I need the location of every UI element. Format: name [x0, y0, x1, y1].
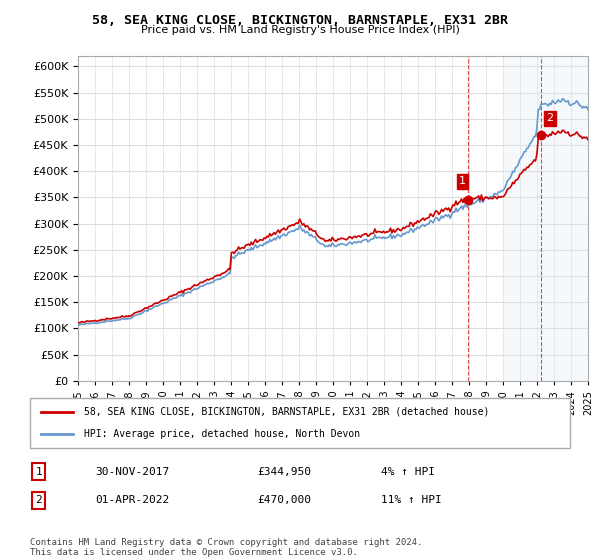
Text: 58, SEA KING CLOSE, BICKINGTON, BARNSTAPLE, EX31 2BR (detached house): 58, SEA KING CLOSE, BICKINGTON, BARNSTAP… [84, 407, 490, 417]
Text: 1: 1 [35, 466, 42, 477]
Text: 30-NOV-2017: 30-NOV-2017 [95, 466, 169, 477]
Text: Price paid vs. HM Land Registry's House Price Index (HPI): Price paid vs. HM Land Registry's House … [140, 25, 460, 35]
Text: 11% ↑ HPI: 11% ↑ HPI [381, 495, 442, 505]
Text: Contains HM Land Registry data © Crown copyright and database right 2024.
This d: Contains HM Land Registry data © Crown c… [30, 538, 422, 557]
Text: HPI: Average price, detached house, North Devon: HPI: Average price, detached house, Nort… [84, 429, 360, 439]
Text: 2: 2 [35, 495, 42, 505]
Text: 4% ↑ HPI: 4% ↑ HPI [381, 466, 435, 477]
Text: £344,950: £344,950 [257, 466, 311, 477]
Text: 2: 2 [547, 114, 553, 124]
FancyBboxPatch shape [30, 398, 570, 448]
Text: 1: 1 [459, 176, 466, 186]
Text: 01-APR-2022: 01-APR-2022 [95, 495, 169, 505]
Bar [503, 56, 588, 381]
Text: £470,000: £470,000 [257, 495, 311, 505]
Text: 58, SEA KING CLOSE, BICKINGTON, BARNSTAPLE, EX31 2BR: 58, SEA KING CLOSE, BICKINGTON, BARNSTAP… [92, 14, 508, 27]
